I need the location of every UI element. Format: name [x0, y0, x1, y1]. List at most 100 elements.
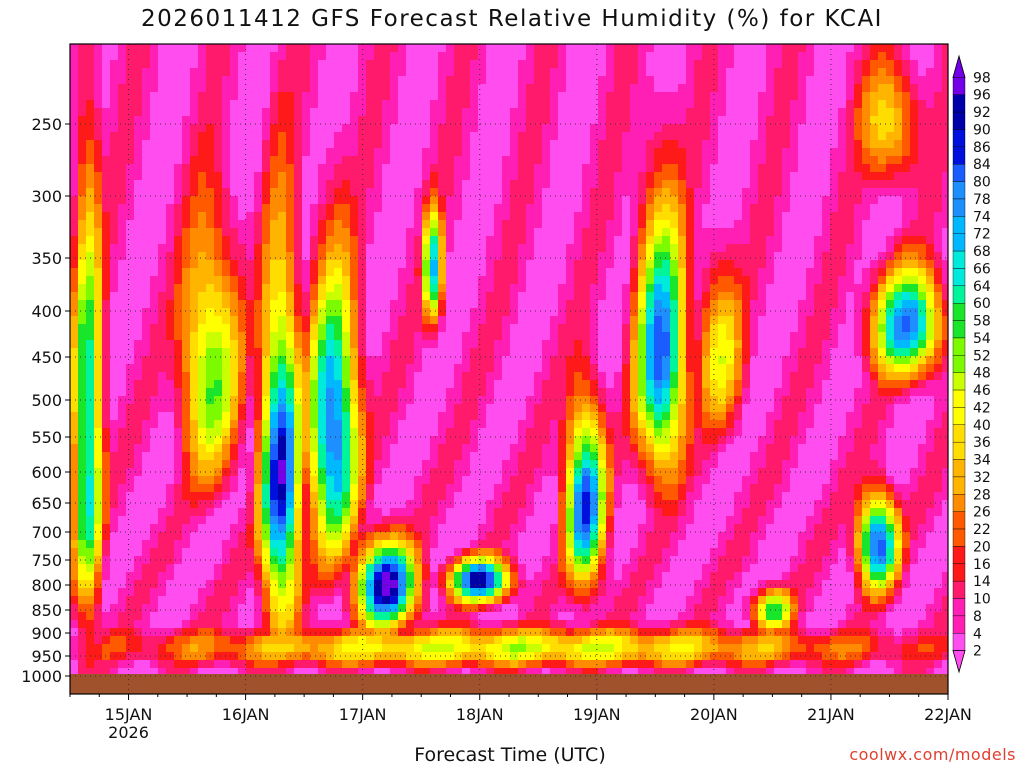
rh-cell	[142, 220, 151, 229]
rh-cell	[374, 660, 383, 669]
rh-cell	[278, 604, 287, 613]
rh-cell	[214, 404, 223, 413]
rh-cell	[158, 100, 167, 109]
rh-cell	[462, 188, 471, 197]
rh-cell	[158, 348, 167, 357]
rh-cell	[246, 196, 255, 205]
rh-cell	[430, 332, 439, 341]
rh-cell	[254, 260, 263, 269]
rh-cell	[494, 316, 503, 325]
rh-cell	[526, 260, 535, 269]
rh-cell	[334, 524, 343, 533]
rh-cell	[206, 516, 215, 525]
rh-cell	[326, 404, 335, 413]
rh-cell	[550, 516, 559, 525]
rh-cell	[110, 76, 119, 85]
rh-cell	[430, 500, 439, 509]
rh-cell	[102, 468, 111, 477]
rh-cell	[390, 276, 399, 285]
rh-cell	[334, 100, 343, 109]
rh-cell	[110, 660, 119, 669]
rh-cell	[294, 564, 303, 573]
rh-cell	[350, 276, 359, 285]
rh-cell	[270, 556, 279, 565]
rh-cell	[214, 636, 223, 645]
rh-cell	[238, 148, 247, 157]
rh-cell	[158, 444, 167, 453]
rh-cell	[134, 596, 143, 605]
rh-cell	[502, 212, 511, 221]
rh-cell	[110, 204, 119, 213]
rh-cell	[350, 244, 359, 253]
rh-cell	[126, 268, 135, 277]
rh-cell	[350, 44, 359, 53]
rh-cell	[174, 468, 183, 477]
rh-cell	[214, 596, 223, 605]
rh-cell	[230, 156, 239, 165]
rh-cell	[222, 620, 231, 629]
rh-cell	[510, 164, 519, 173]
rh-cell	[478, 372, 487, 381]
rh-cell	[366, 644, 375, 653]
rh-cell	[238, 628, 247, 637]
rh-cell	[374, 276, 383, 285]
rh-cell	[342, 348, 351, 357]
rh-cell	[182, 244, 191, 253]
rh-cell	[286, 316, 295, 325]
rh-cell	[262, 604, 271, 613]
rh-cell	[118, 52, 127, 61]
rh-cell	[510, 404, 519, 413]
rh-cell	[262, 468, 271, 477]
rh-cell	[142, 492, 151, 501]
rh-cell	[406, 148, 415, 157]
rh-cell	[102, 668, 111, 677]
rh-cell	[342, 436, 351, 445]
rh-cell	[126, 372, 135, 381]
rh-cell	[118, 108, 127, 117]
rh-cell	[550, 340, 559, 349]
rh-cell	[198, 516, 207, 525]
rh-cell	[518, 204, 527, 213]
rh-cell	[238, 420, 247, 429]
rh-cell	[310, 44, 319, 53]
rh-cell	[406, 644, 415, 653]
rh-cell	[270, 660, 279, 669]
rh-cell	[382, 484, 391, 493]
rh-cell	[270, 516, 279, 525]
rh-cell	[286, 324, 295, 333]
rh-cell	[462, 668, 471, 677]
rh-cell	[262, 580, 271, 589]
rh-cell	[246, 436, 255, 445]
rh-cell	[150, 260, 159, 269]
rh-cell	[438, 92, 447, 101]
rh-cell	[110, 356, 119, 365]
rh-cell	[470, 284, 479, 293]
rh-cell	[518, 244, 527, 253]
rh-cell	[158, 276, 167, 285]
rh-cell	[470, 572, 479, 581]
rh-cell	[318, 524, 327, 533]
rh-cell	[350, 108, 359, 117]
rh-cell	[230, 244, 239, 253]
rh-cell	[142, 668, 151, 677]
rh-cell	[342, 604, 351, 613]
rh-cell	[550, 380, 559, 389]
rh-cell	[102, 396, 111, 405]
rh-cell	[422, 428, 431, 437]
rh-cell	[94, 284, 103, 293]
rh-cell	[174, 508, 183, 517]
rh-cell	[142, 564, 151, 573]
rh-cell	[182, 60, 191, 69]
rh-cell	[510, 492, 519, 501]
rh-cell	[110, 140, 119, 149]
rh-cell	[150, 580, 159, 589]
rh-cell	[150, 44, 159, 53]
rh-cell	[462, 652, 471, 661]
rh-cell	[374, 588, 383, 597]
rh-cell	[142, 460, 151, 469]
rh-cell	[454, 180, 463, 189]
rh-cell	[158, 92, 167, 101]
rh-cell	[486, 516, 495, 525]
rh-cell	[542, 212, 551, 221]
rh-cell	[102, 588, 111, 597]
